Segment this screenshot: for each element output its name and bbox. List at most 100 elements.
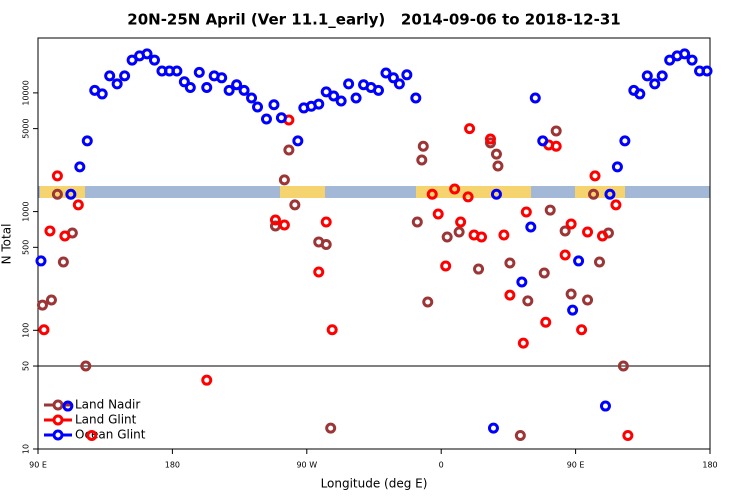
point [679, 48, 691, 60]
point [559, 225, 571, 237]
point [504, 289, 516, 301]
point [522, 295, 534, 307]
legend-swatch [52, 414, 64, 426]
chart-title: 20N-25N April (Ver 11.1_early) 2014-09-0… [127, 11, 620, 29]
point [313, 266, 325, 278]
y-tick-label: 50 [22, 361, 31, 371]
y-tick-label: 10000 [22, 80, 31, 105]
point [604, 188, 616, 200]
point [223, 84, 235, 96]
legend-label: Land Nadir [75, 398, 140, 412]
point [201, 82, 213, 94]
point [325, 422, 337, 434]
point [441, 231, 453, 243]
point [611, 161, 623, 173]
point [589, 170, 601, 182]
point [393, 78, 405, 90]
point [520, 206, 532, 218]
point [111, 78, 123, 90]
point [283, 144, 295, 156]
point [278, 174, 290, 186]
point [36, 299, 48, 311]
point [51, 170, 63, 182]
point [326, 324, 338, 336]
point [178, 76, 190, 88]
point [426, 188, 438, 200]
point [617, 360, 629, 372]
point [565, 288, 577, 300]
point [432, 208, 444, 220]
legend-label: Land Glint [75, 413, 137, 427]
point [416, 154, 428, 166]
point [292, 135, 304, 147]
point [246, 92, 258, 104]
point [538, 267, 550, 279]
point [96, 88, 108, 100]
y-tick-label: 1000 [22, 201, 31, 221]
point [514, 429, 526, 441]
point [498, 229, 510, 241]
point [231, 79, 243, 91]
point [537, 135, 549, 147]
legend-swatch [52, 399, 64, 411]
point [455, 216, 467, 228]
point [238, 84, 250, 96]
point [610, 199, 622, 211]
point [656, 70, 668, 82]
point [517, 337, 529, 349]
point [550, 140, 562, 152]
point [184, 82, 196, 94]
point [372, 84, 384, 96]
point [45, 294, 57, 306]
point [104, 70, 116, 82]
point [649, 78, 661, 90]
point [252, 101, 264, 113]
point [74, 161, 86, 173]
point [401, 69, 413, 81]
point [422, 296, 434, 308]
plot-frame [37, 37, 711, 450]
y-tick-label: 10 [22, 444, 31, 454]
point [313, 98, 325, 110]
point [634, 88, 646, 100]
point [328, 90, 340, 102]
point [588, 188, 600, 200]
point [576, 324, 588, 336]
point [320, 216, 332, 228]
x-tick-label: 90 E [567, 461, 585, 470]
point [599, 400, 611, 412]
point [38, 324, 50, 336]
x-tick-label: 180 [165, 461, 180, 470]
point [201, 374, 213, 386]
x-tick-label: 90 W [296, 461, 317, 470]
y-tick-label: 500 [22, 240, 31, 255]
x-axis-label: Longitude (deg E) [321, 477, 428, 491]
point [44, 225, 56, 237]
point [473, 263, 485, 275]
point [278, 219, 290, 231]
point [411, 216, 423, 228]
point [59, 230, 71, 242]
point [62, 400, 74, 412]
legend-label: Ocean Glint [75, 428, 146, 442]
x-tick-label: 90 E [29, 461, 47, 470]
point [35, 255, 47, 267]
point [573, 255, 585, 267]
point [417, 140, 429, 152]
point [559, 249, 571, 261]
point [529, 92, 541, 104]
x-tick-label: 180 [702, 461, 717, 470]
point [260, 113, 272, 125]
point [641, 70, 653, 82]
point [544, 204, 556, 216]
point [484, 137, 496, 149]
point [275, 112, 287, 124]
point [380, 67, 392, 79]
point [582, 294, 594, 306]
point [268, 99, 280, 111]
map-strip [38, 186, 710, 198]
point [387, 72, 399, 84]
point [516, 276, 528, 288]
point [582, 226, 594, 238]
